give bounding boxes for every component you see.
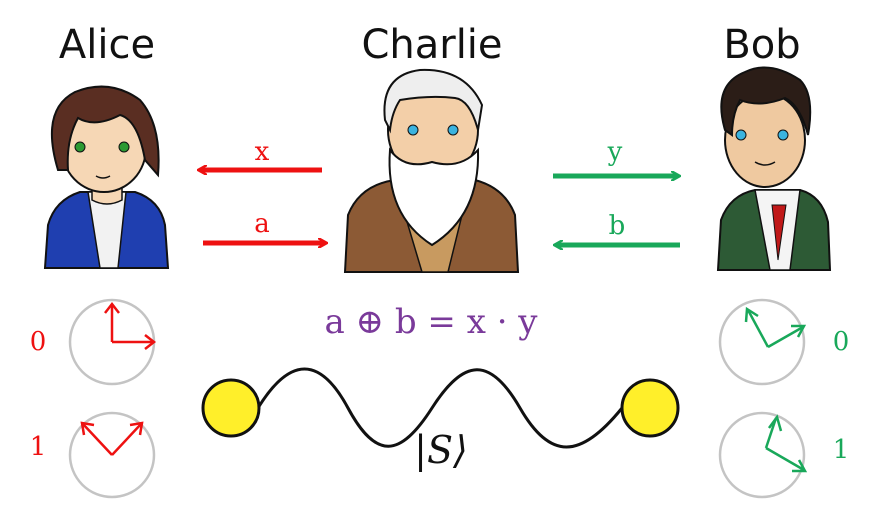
- alice-basis-circle-1: [68, 411, 156, 499]
- alice-qubit: [201, 378, 261, 438]
- alice-basis-vectors-1: [80, 421, 144, 456]
- bob-basis-vectors-1: [764, 414, 808, 473]
- bob-basis-label-1: 1: [833, 435, 850, 465]
- charlie-avatar: [343, 68, 520, 273]
- alice-avatar: [43, 85, 170, 269]
- entanglement-wave: [256, 367, 624, 449]
- alice-name: Alice: [59, 22, 155, 68]
- label-b: b: [609, 211, 626, 241]
- bob-qubit: [620, 378, 680, 438]
- bob-basis-circle-0: [718, 298, 806, 386]
- bob-basis-circle-1: [718, 411, 806, 499]
- bob-basis-vectors-0: [744, 306, 807, 349]
- label-a: a: [254, 209, 270, 239]
- state-label: |S⟩: [414, 428, 468, 472]
- bob-basis-label-0: 0: [833, 327, 850, 357]
- bob-avatar: [716, 66, 832, 271]
- winning-condition: a ⊕ b = x · y: [324, 302, 538, 342]
- bob-name: Bob: [723, 22, 800, 68]
- label-y: y: [607, 137, 623, 167]
- charlie-name: Charlie: [361, 22, 502, 68]
- alice-basis-vectors-0: [104, 301, 157, 350]
- alice-basis-label-1: 1: [30, 432, 47, 462]
- label-x: x: [255, 137, 270, 167]
- alice-basis-label-0: 0: [30, 327, 47, 357]
